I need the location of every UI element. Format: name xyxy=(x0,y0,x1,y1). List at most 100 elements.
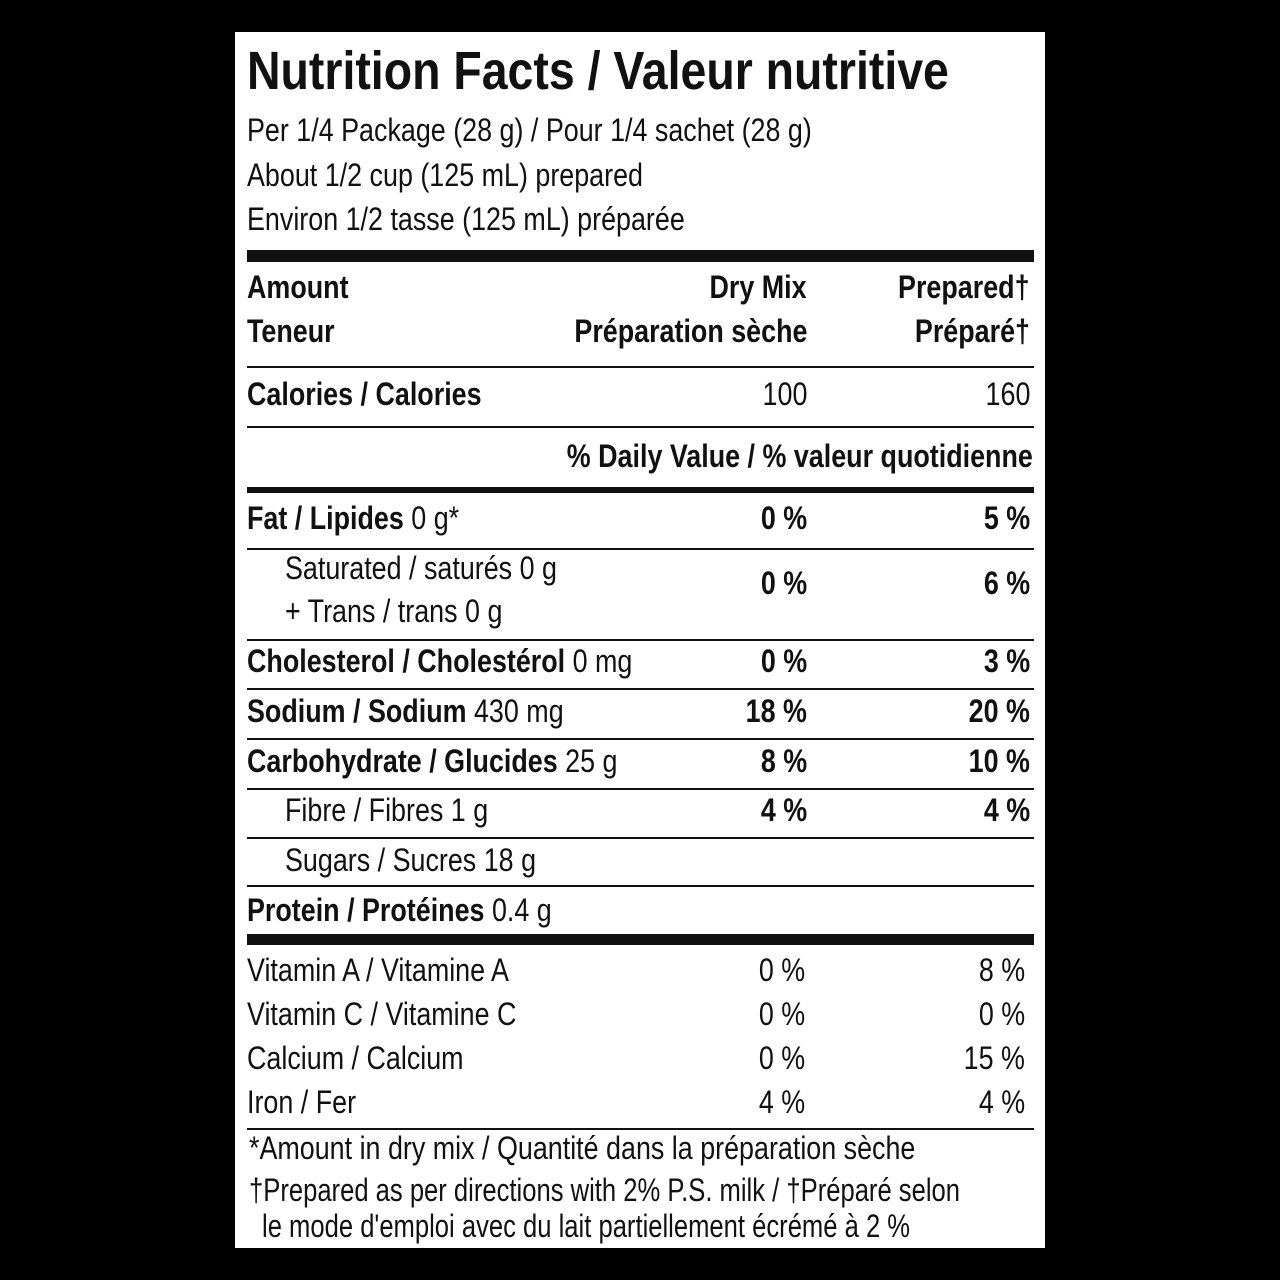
rule xyxy=(247,738,1034,740)
text-part: Dry Mix xyxy=(709,269,807,306)
title: Nutrition Facts / Valeur nutritive xyxy=(247,44,949,98)
footnote: †Prepared as per directions with 2% P.S.… xyxy=(249,1174,960,1206)
prepared-dv: 5 % xyxy=(984,502,1030,534)
text-part: 25 g xyxy=(557,743,618,780)
vitamin: Calcium / Calcium xyxy=(247,1042,464,1074)
prepared-dv: 15 % xyxy=(964,1042,1025,1074)
column-heading: Préparé† xyxy=(915,315,1030,347)
column-heading: Préparation sèche xyxy=(574,315,807,347)
text-part: 20 % xyxy=(968,693,1030,730)
rule xyxy=(247,934,1034,945)
text-part: *Amount in dry mix / Quantité dans la pr… xyxy=(249,1130,916,1167)
text-part: Préparation sèche xyxy=(573,313,807,350)
dry-dv: 0 % xyxy=(759,954,805,986)
nutrient: Fibre / Fibres 1 g xyxy=(285,794,488,826)
text-part: 0 % xyxy=(758,952,805,989)
dry-dv: 8 % xyxy=(761,745,807,777)
text-part: About 1/2 cup (125 mL) prepared xyxy=(247,157,643,194)
calories-value: 160 xyxy=(985,378,1030,410)
dry-dv: 0 % xyxy=(761,567,807,599)
text-part: 6 % xyxy=(983,565,1030,602)
column-heading: Teneur xyxy=(247,315,335,347)
prepared-dv: 6 % xyxy=(984,567,1030,599)
text-part: Calories / Calories xyxy=(247,376,482,413)
prepared-dv: 10 % xyxy=(969,745,1030,777)
dry-dv: 0 % xyxy=(761,502,807,534)
text-part: Sugars / Sucres 18 g xyxy=(285,842,537,879)
vitamin: Vitamin A / Vitamine A xyxy=(247,954,509,986)
text-part: 8 % xyxy=(760,743,807,780)
text-part: 0 % xyxy=(760,643,807,680)
text-part: 18 % xyxy=(745,693,807,730)
rule xyxy=(247,837,1034,839)
text-part: 0 % xyxy=(978,996,1025,1033)
text-part: Calcium / Calcium xyxy=(247,1040,464,1077)
text-part: Fibre / Fibres 1 g xyxy=(285,792,489,829)
text-part: 4 % xyxy=(760,792,807,829)
prepared-dv: 0 % xyxy=(979,998,1025,1030)
text-part: % Daily Value / % valeur quotidienne xyxy=(566,438,1033,475)
text-part: 15 % xyxy=(963,1040,1025,1077)
text-part: 0.4 g xyxy=(484,892,552,929)
text-part: 0 % xyxy=(758,1040,805,1077)
vitamin: Iron / Fer xyxy=(247,1086,356,1118)
text-part: Vitamin C / Vitamine C xyxy=(247,996,517,1033)
text-part: Per 1/4 Package (28 g) / Pour 1/4 sachet… xyxy=(247,112,812,149)
text-part: 5 % xyxy=(983,500,1030,537)
dry-dv: 0 % xyxy=(761,645,807,677)
prepared-dv: 20 % xyxy=(969,695,1030,727)
text-part: Nutrition Facts / Valeur nutritive xyxy=(247,41,949,102)
vitamin: Vitamin C / Vitamine C xyxy=(247,998,516,1030)
footnote: *Amount in dry mix / Quantité dans la pr… xyxy=(249,1132,915,1164)
nutrient: Fat / Lipides 0 g* xyxy=(247,502,459,534)
column-heading: Dry Mix xyxy=(710,271,807,303)
dry-dv: 4 % xyxy=(761,794,807,826)
text-part: Environ 1/2 tasse (125 mL) préparée xyxy=(247,201,685,238)
nutrient: Sodium / Sodium 430 mg xyxy=(247,695,564,727)
prepared-dv: 8 % xyxy=(979,954,1025,986)
column-heading: Prepared† xyxy=(899,271,1030,303)
text-part: 4 % xyxy=(983,792,1030,829)
rule xyxy=(247,788,1034,790)
dry-dv: 4 % xyxy=(759,1086,805,1118)
prepared-dv: 3 % xyxy=(984,645,1030,677)
calories-value: 100 xyxy=(762,378,807,410)
nutrient: Sugars / Sucres 18 g xyxy=(285,844,536,876)
rule xyxy=(247,885,1034,887)
text-part: Protein / Protéines xyxy=(247,892,485,929)
text-part: 0 % xyxy=(758,996,805,1033)
text-part: Cholesterol / Cholestérol xyxy=(247,643,566,680)
text-part: + Trans / trans 0 g xyxy=(285,593,503,630)
text-part: le mode d'emploi avec du lait partiellem… xyxy=(262,1208,911,1245)
rule xyxy=(247,366,1034,368)
rule xyxy=(247,688,1034,690)
text-part: 4 % xyxy=(758,1084,805,1121)
text-part: †Prepared as per directions with 2% P.S.… xyxy=(249,1172,960,1209)
prepared-dv: 4 % xyxy=(979,1086,1025,1118)
rule xyxy=(247,487,1034,493)
nutrient: Saturated / saturés 0 g xyxy=(285,552,557,584)
text-part: Fat / Lipides xyxy=(247,500,404,537)
text-part: Amount xyxy=(247,269,349,306)
text-part: 0 % xyxy=(760,500,807,537)
rule xyxy=(247,1128,1034,1130)
text-part: Prepared† xyxy=(898,269,1030,306)
nutrient: Carbohydrate / Glucides 25 g xyxy=(247,745,617,777)
prepared-dv: 4 % xyxy=(984,794,1030,826)
text-part: 10 % xyxy=(968,743,1030,780)
nutrient: Cholesterol / Cholestérol 0 mg xyxy=(247,645,632,677)
calories: Calories / Calories xyxy=(247,378,482,410)
serving: Environ 1/2 tasse (125 mL) préparée xyxy=(247,203,685,235)
rule xyxy=(247,548,1034,550)
text-part: 8 % xyxy=(978,952,1025,989)
dry-dv: 0 % xyxy=(759,998,805,1030)
column-heading: Amount xyxy=(247,271,349,303)
text-part: 0 mg xyxy=(565,643,633,680)
serving: Per 1/4 Package (28 g) / Pour 1/4 sachet… xyxy=(247,114,812,146)
text-part: 160 xyxy=(985,376,1030,413)
text-part: Carbohydrate / Glucides xyxy=(247,743,558,780)
serving: About 1/2 cup (125 mL) prepared xyxy=(247,159,643,191)
dv-heading: % Daily Value / % valeur quotidienne xyxy=(567,440,1033,472)
rule xyxy=(247,426,1034,428)
